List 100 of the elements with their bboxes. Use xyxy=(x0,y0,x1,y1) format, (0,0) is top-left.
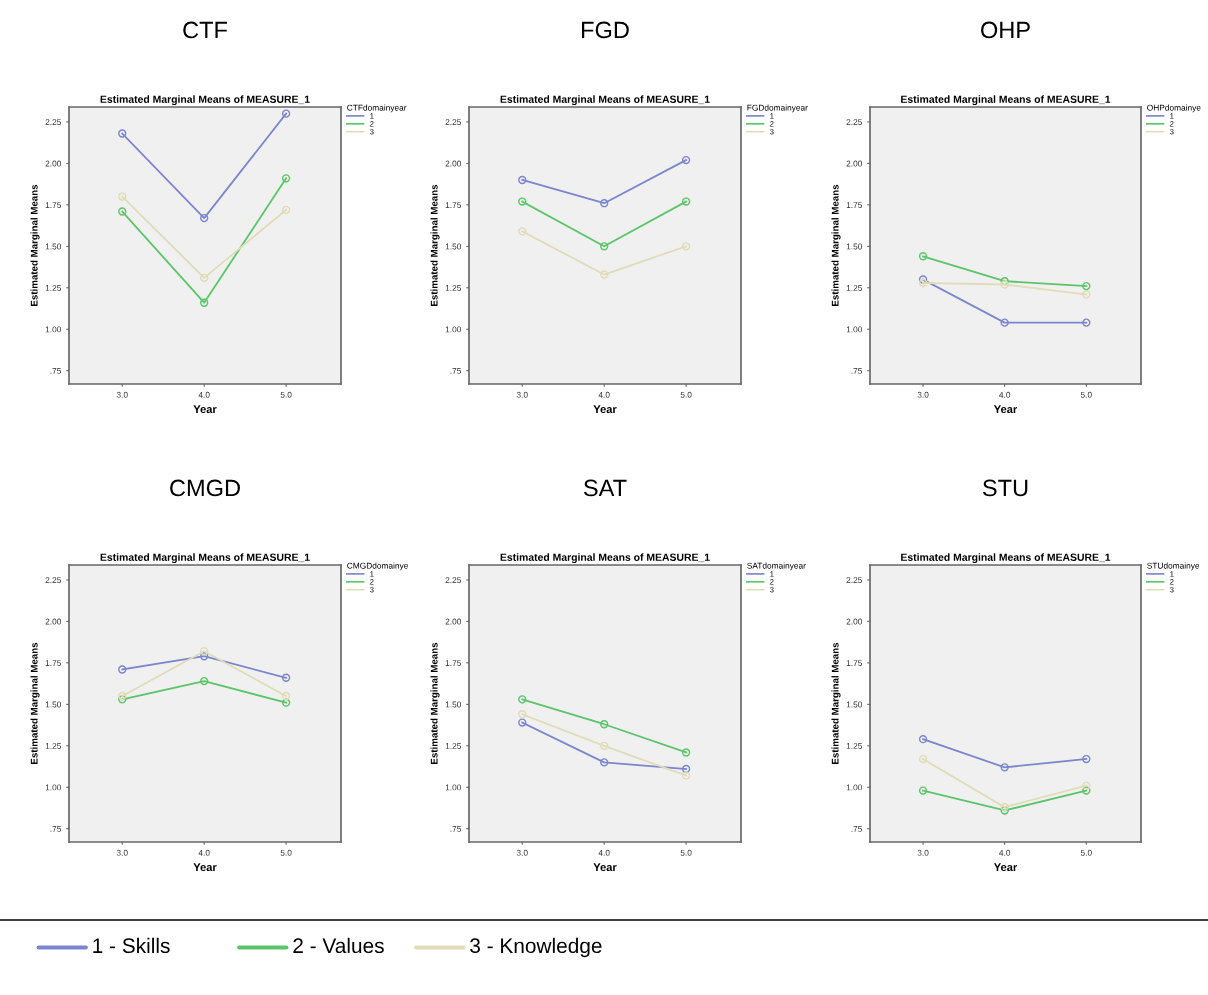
y-tick-label: 1.75 xyxy=(445,202,462,208)
y-tick-label: 2.25 xyxy=(846,119,863,126)
y-tick-label: 2.00 xyxy=(45,618,62,625)
chart-title: STU xyxy=(982,479,1028,497)
x-tick-label: 3.0 xyxy=(516,849,528,856)
y-tick-label: 2.00 xyxy=(445,618,462,625)
point xyxy=(600,270,609,279)
x-tick-label: 4.0 xyxy=(198,849,210,856)
y-tick-label: 2.25 xyxy=(45,577,62,584)
point xyxy=(200,213,209,223)
y-tick-label: 1.25 xyxy=(846,743,863,749)
x-tick-label: 5.0 xyxy=(680,391,692,398)
chart-subtitle: Estimated Marginal Means of MEASURE_1 xyxy=(901,95,1111,106)
x-axis-title: Year xyxy=(993,863,1018,872)
y-tick-label: 1.25 xyxy=(445,743,462,749)
x-tick-label: 4.0 xyxy=(598,391,610,398)
y-tick-label: 1.00 xyxy=(445,784,462,791)
text: 2 - Values xyxy=(293,937,384,954)
point xyxy=(1082,281,1091,291)
y-tick-label: 1.50 xyxy=(45,243,62,250)
chart-title: SAT xyxy=(583,479,627,497)
x-tick-label: 5.0 xyxy=(280,849,292,856)
x-axis-title: Year xyxy=(593,405,617,414)
point xyxy=(281,109,291,118)
point xyxy=(1000,318,1009,327)
y-tick-label: 1.00 xyxy=(445,326,462,333)
x-tick-label: 3.0 xyxy=(917,849,929,856)
x-axis-title: Year xyxy=(193,405,217,414)
y-tick-label: 1.50 xyxy=(445,701,462,708)
y-tick-label: .75 xyxy=(851,826,863,832)
x-axis-title: Year xyxy=(593,863,617,872)
y-tick-label: 1.75 xyxy=(445,660,462,666)
y-tick-label: 1.00 xyxy=(846,784,863,791)
point xyxy=(681,155,691,165)
legend-title: SATdomainyear xyxy=(747,562,806,571)
point xyxy=(1000,763,1009,772)
y-tick-label: 1.25 xyxy=(846,285,863,291)
point xyxy=(281,174,291,183)
point xyxy=(518,710,527,719)
y-tick-label: 1.75 xyxy=(846,660,863,666)
x-axis-title: Year xyxy=(993,405,1018,414)
point xyxy=(681,242,691,251)
text: 1 - Skills xyxy=(93,937,170,954)
point xyxy=(281,691,291,701)
point xyxy=(918,754,928,764)
x-tick-label: 4.0 xyxy=(999,391,1011,398)
chart-subtitle: Estimated Marginal Means of MEASURE_1 xyxy=(100,553,310,564)
point xyxy=(200,298,209,307)
y-tick-label: 1.75 xyxy=(45,202,62,208)
y-tick-label: .75 xyxy=(450,368,462,374)
point xyxy=(681,764,691,774)
chart-subtitle: Estimated Marginal Means of MEASURE_1 xyxy=(901,553,1111,564)
x-tick-label: 3.0 xyxy=(516,391,528,398)
y-tick-label: .75 xyxy=(50,826,62,832)
point xyxy=(118,665,127,674)
point xyxy=(600,199,609,208)
y-tick-label: 1.75 xyxy=(45,660,62,666)
y-tick-label: 2.00 xyxy=(846,618,863,625)
chart-subtitle: Estimated Marginal Means of MEASURE_1 xyxy=(100,95,310,106)
point xyxy=(918,734,928,744)
point xyxy=(118,695,127,704)
y-tick-label: 1.50 xyxy=(846,701,863,708)
y-tick-label: 2.25 xyxy=(846,577,863,584)
y-tick-label: 2.00 xyxy=(45,160,62,167)
point xyxy=(1082,754,1091,764)
chart-title: CTF xyxy=(183,21,227,39)
point xyxy=(918,786,928,795)
chart-subtitle: Estimated Marginal Means of MEASURE_1 xyxy=(500,95,710,106)
y-axis-title: Estimated Marginal Means xyxy=(831,184,841,306)
x-tick-label: 5.0 xyxy=(280,391,292,398)
y-tick-label: 2.25 xyxy=(445,577,462,584)
point xyxy=(518,227,527,236)
y-tick-label: 1.75 xyxy=(846,202,863,208)
text: 3 - Knowledge xyxy=(470,937,602,958)
y-axis-title: Estimated Marginal Means xyxy=(30,642,40,764)
legend-title: STUdomainye xyxy=(1147,562,1200,571)
chart-title: OHP xyxy=(981,21,1030,39)
point xyxy=(681,748,691,757)
y-tick-label: .75 xyxy=(851,368,863,374)
y-axis-title: Estimated Marginal Means xyxy=(430,184,440,306)
legend-title: CMGDdomainye xyxy=(347,562,408,571)
y-tick-label: 1.25 xyxy=(45,743,62,749)
point xyxy=(1082,786,1091,795)
point xyxy=(1082,318,1091,327)
point xyxy=(1082,781,1091,790)
y-axis-title: Estimated Marginal Means xyxy=(430,642,440,764)
legend-title: CTFdomainyear xyxy=(347,104,407,113)
point xyxy=(681,197,691,206)
point xyxy=(518,175,527,185)
x-tick-label: 5.0 xyxy=(680,849,692,856)
point xyxy=(600,758,609,767)
legend-title: FGDdomainyear xyxy=(747,104,808,113)
y-axis-title: Estimated Marginal Means xyxy=(30,184,40,306)
chart-title: CMGD xyxy=(170,479,240,497)
point xyxy=(118,129,127,138)
y-tick-label: 2.00 xyxy=(445,160,462,167)
point xyxy=(518,695,527,704)
legend-title: OHPdomainye xyxy=(1147,104,1201,113)
x-tick-label: 5.0 xyxy=(1080,849,1092,856)
y-axis-title: Estimated Marginal Means xyxy=(831,642,841,764)
